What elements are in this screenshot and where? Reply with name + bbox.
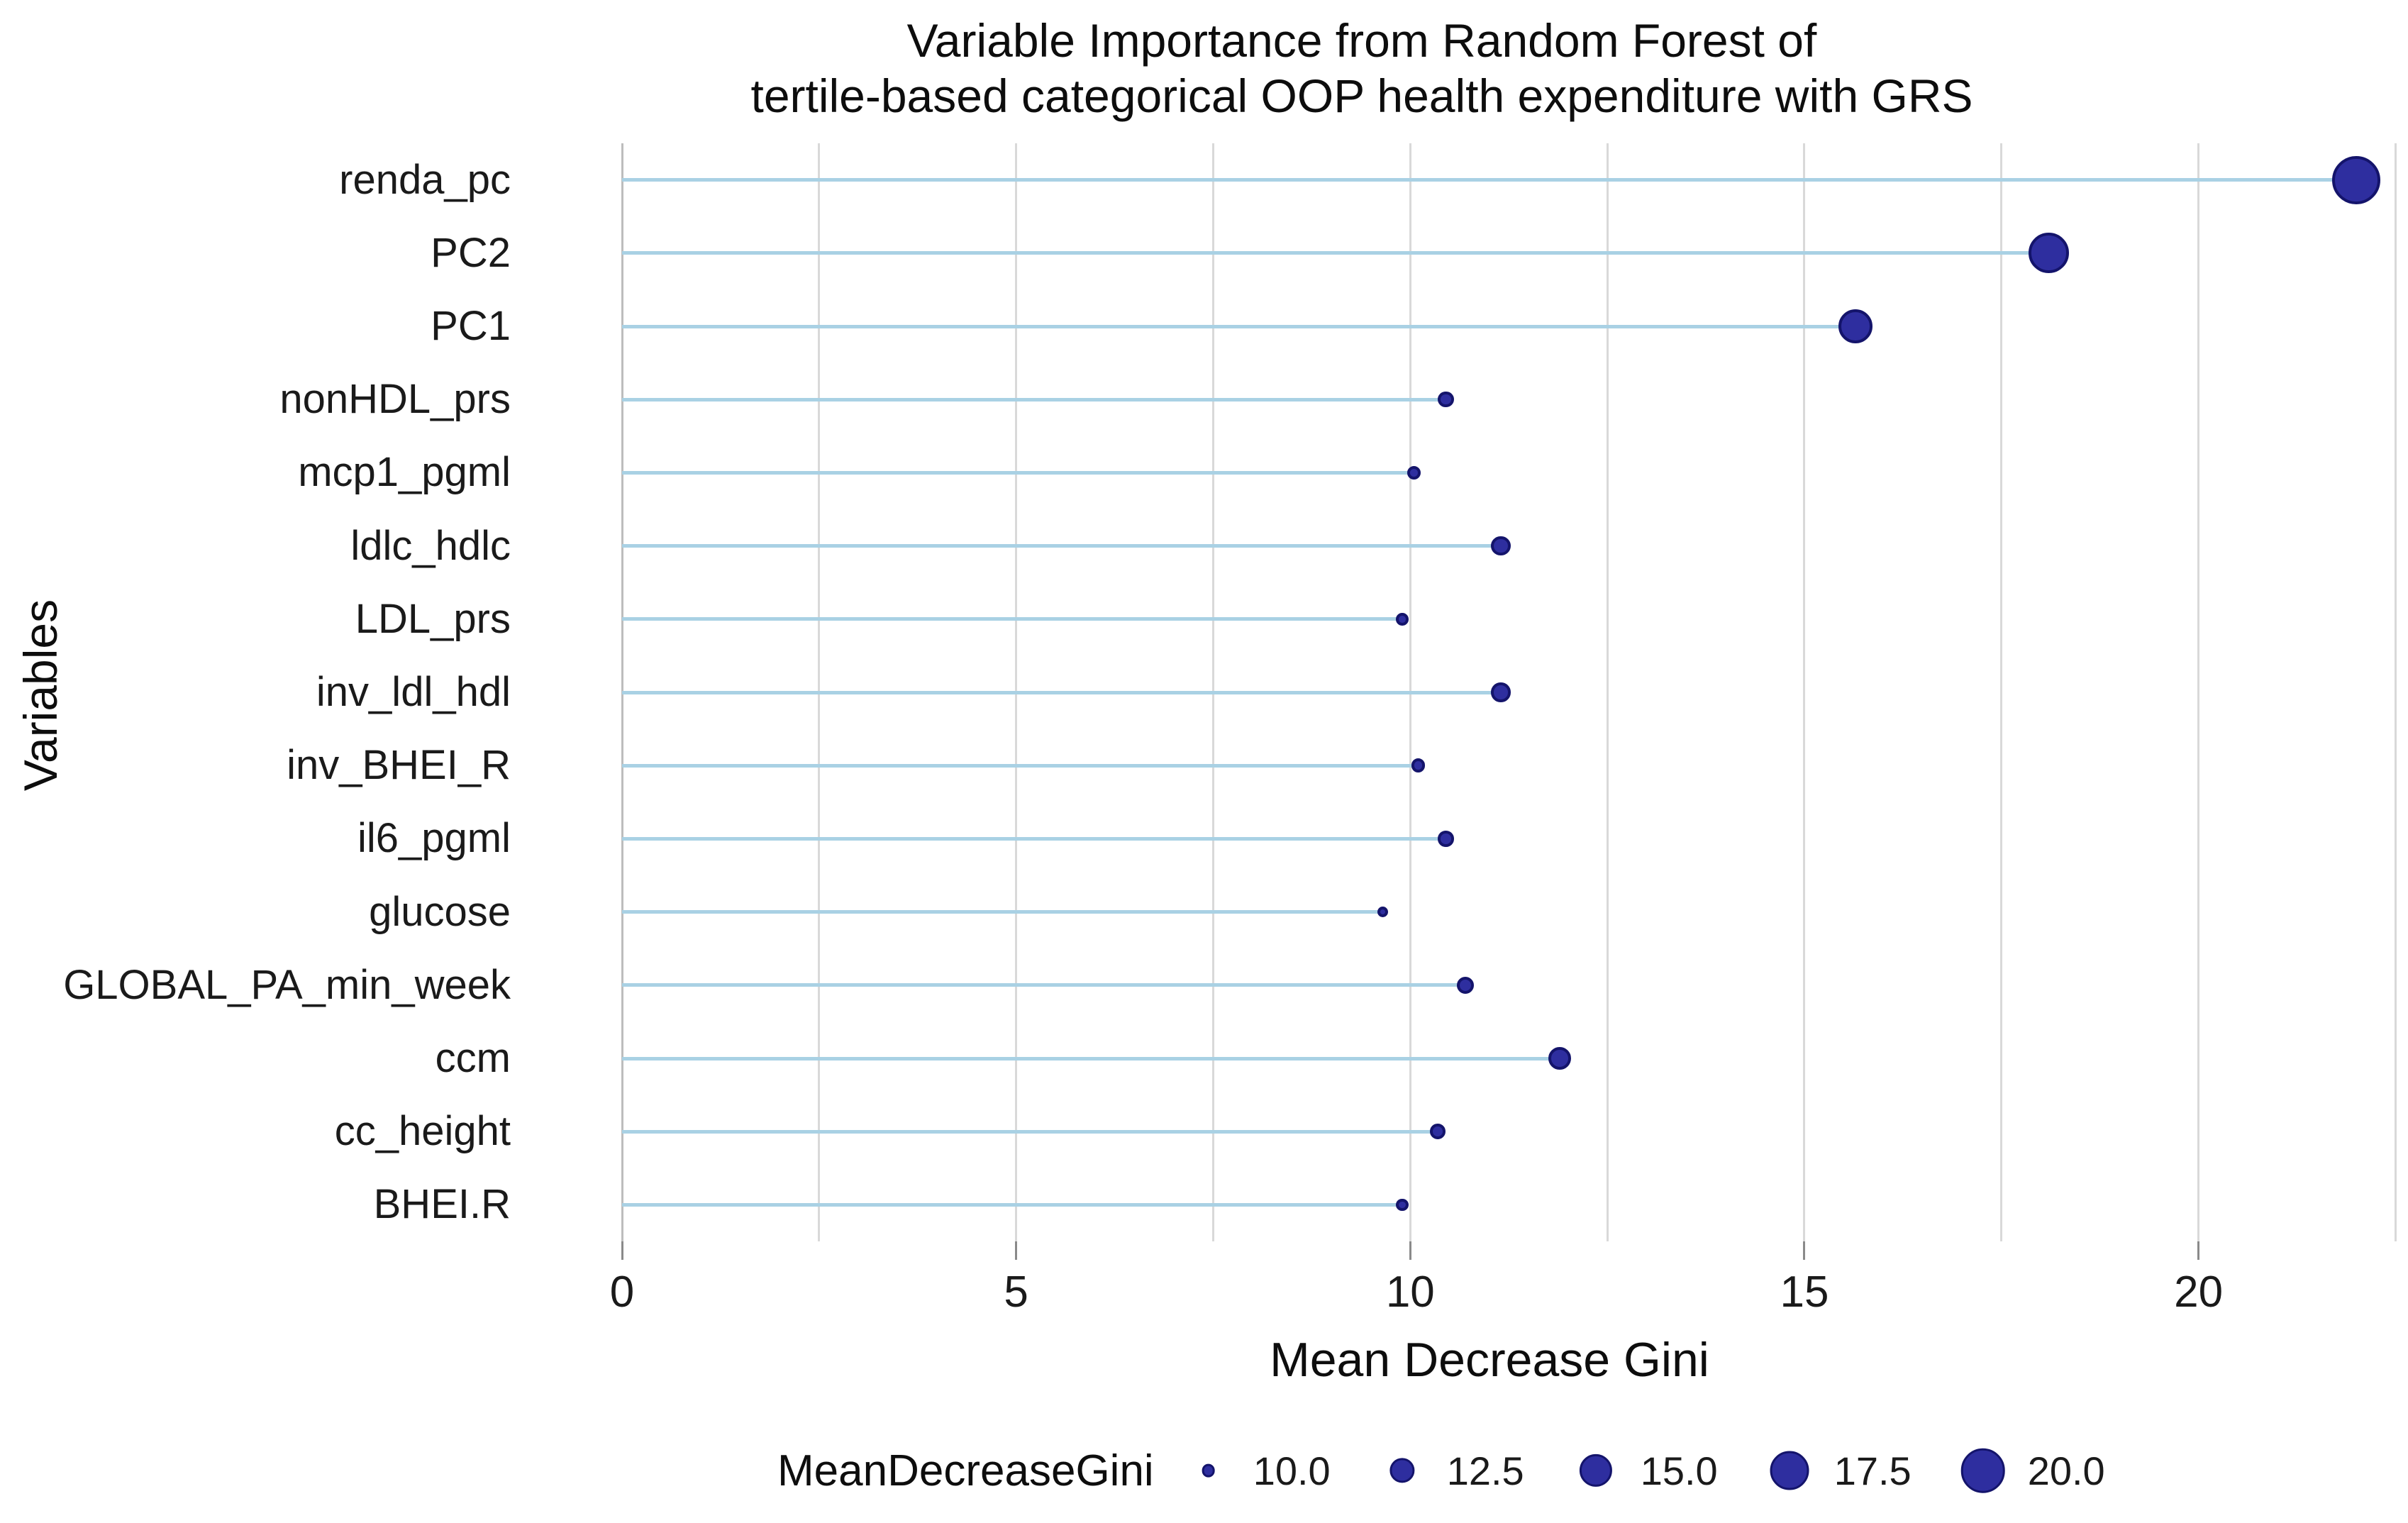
legend-entry: 15.0 (1571, 1446, 1718, 1495)
data-point (2029, 233, 2069, 274)
lollipop-stem (622, 910, 1383, 914)
lollipop-stem (622, 1202, 1403, 1207)
plot-panel (621, 143, 2399, 1241)
legend-size-label: 20.0 (2027, 1448, 2105, 1493)
data-point (1491, 682, 1511, 702)
legend-dot-box (1571, 1446, 1621, 1495)
legend-entry: 20.0 (1958, 1446, 2105, 1495)
legend-dot-box (1765, 1446, 1814, 1495)
legend-dot-box (1184, 1446, 1233, 1495)
y-axis-category-label: BHEI.R (373, 1181, 511, 1228)
y-axis-category-label: ldlc_hdlc (350, 522, 511, 569)
x-gridline (2394, 143, 2397, 1241)
y-axis-category-label: glucose (369, 888, 511, 935)
y-axis-category-label: cc_height (334, 1108, 511, 1155)
x-gridline (2197, 143, 2200, 1241)
x-axis-tick-label: 10 (1385, 1268, 1435, 1317)
data-point (1430, 1124, 1446, 1140)
data-point (1377, 907, 1388, 918)
legend-entry: 12.5 (1377, 1446, 1524, 1495)
x-gridline (1606, 143, 1609, 1241)
y-axis-category-label: GLOBAL_PA_min_week (63, 961, 511, 1008)
data-point (1396, 1198, 1409, 1212)
legend-size-label: 12.5 (1446, 1448, 1524, 1493)
y-axis-category-label: inv_ldl_hdl (316, 669, 511, 715)
lollipop-stem (622, 324, 1856, 328)
legend-size-dot (1202, 1463, 1216, 1478)
x-axis-tick-mark (1015, 1241, 1018, 1260)
lollipop-stem (622, 763, 1419, 768)
legend-size-dot (1579, 1453, 1612, 1488)
data-point (1491, 536, 1511, 556)
x-axis-tick-mark (1409, 1241, 1411, 1260)
lollipop-stem (622, 690, 1502, 694)
lollipop-stem (622, 617, 1403, 621)
lollipop-stem (622, 178, 2356, 182)
legend-size-dot (1770, 1451, 1809, 1490)
chart-title-line2: tertile-based categorical OOP health exp… (750, 70, 1973, 122)
y-axis-category-label: il6_pgml (357, 815, 511, 862)
legend-size-dot (1960, 1448, 2005, 1493)
data-point (1438, 391, 1454, 408)
legend-size-label: 10.0 (1253, 1448, 1331, 1493)
size-legend: MeanDecreaseGini 10.0 12.5 15.0 17.5 20.0 (777, 1424, 2152, 1517)
x-axis-tick-label: 5 (1004, 1268, 1028, 1317)
x-axis-tick-mark (2197, 1241, 2200, 1260)
data-point (1456, 976, 1475, 995)
legend-size-label: 15.0 (1640, 1448, 1718, 1493)
legend-size-label: 17.5 (1833, 1448, 1912, 1493)
x-axis-tick-label: 0 (609, 1268, 635, 1317)
lollipop-stem (622, 836, 1446, 841)
chart-title-line1: Variable Importance from Random Forest o… (906, 14, 1817, 67)
data-point (1438, 831, 1454, 847)
lollipop-stem (622, 397, 1446, 401)
y-axis-category-label: renda_pc (339, 156, 511, 203)
data-point (1396, 612, 1409, 626)
x-axis-title: Mean Decrease Gini (1270, 1333, 1709, 1387)
x-gridline (1803, 143, 1806, 1241)
legend-title: MeanDecreaseGini (777, 1446, 1154, 1495)
y-axis-category-label: ccm (435, 1035, 511, 1081)
legend-entry: 17.5 (1765, 1446, 1912, 1495)
legend-entry: 10.0 (1184, 1446, 1331, 1495)
lollipop-stem (622, 251, 2049, 255)
lollipop-stem (622, 983, 1466, 987)
y-axis-category-label: mcp1_pgml (298, 449, 511, 496)
legend-size-dot (1389, 1458, 1415, 1483)
chart-title: Variable Importance from Random Forest o… (305, 13, 2408, 123)
data-point (1411, 758, 1426, 772)
y-axis-category-label: PC1 (431, 303, 511, 349)
legend-entries: 10.0 12.5 15.0 17.5 20.0 (1184, 1446, 2152, 1495)
legend-dot-box (1958, 1446, 2008, 1495)
data-point (1838, 309, 1873, 344)
y-axis-category-label: inv_BHEI_R (287, 742, 511, 789)
y-axis-category-label: LDL_prs (355, 595, 511, 642)
x-axis-tick-label: 15 (1780, 1268, 1829, 1317)
y-axis-category-label: nonHDL_prs (279, 376, 511, 423)
lollipop-stem (622, 544, 1502, 548)
data-point (1548, 1046, 1572, 1070)
data-point (1407, 465, 1421, 480)
data-point (2331, 155, 2380, 204)
x-axis-tick-mark (621, 1241, 623, 1260)
x-axis-tick-mark (1803, 1241, 1806, 1260)
lollipop-stem (622, 1129, 1438, 1134)
legend-dot-box (1377, 1446, 1427, 1495)
y-axis-category-label: PC2 (431, 229, 511, 276)
x-axis-tick-label: 20 (2174, 1268, 2224, 1317)
x-gridline (2000, 143, 2003, 1241)
lollipop-stem (622, 470, 1414, 475)
lollipop-stem (622, 1056, 1560, 1060)
